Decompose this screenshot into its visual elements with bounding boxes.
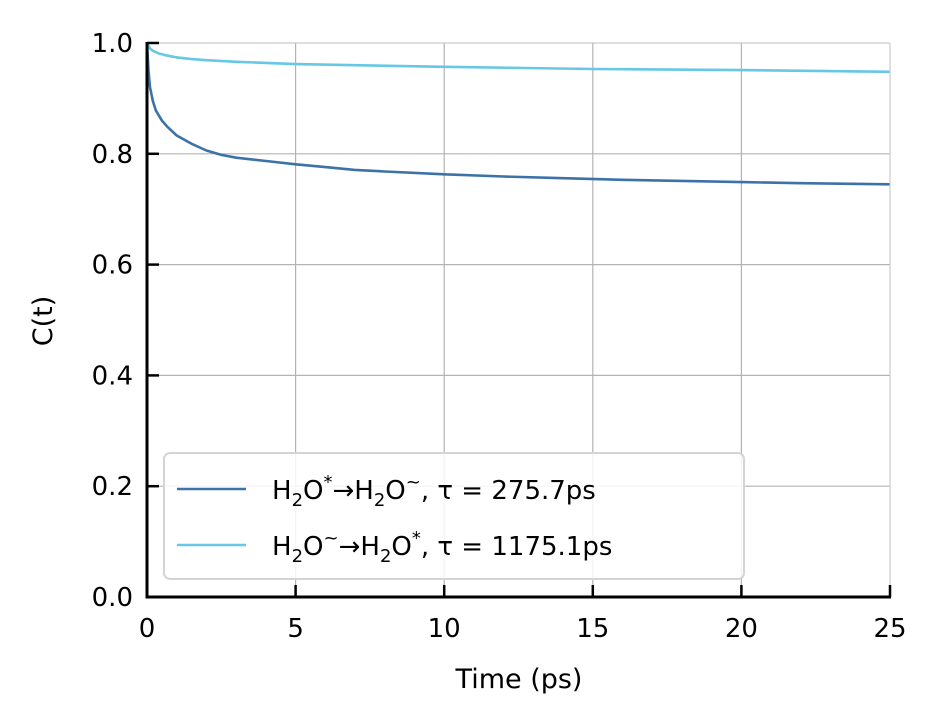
y-tick-label-2: 0.4 (92, 361, 133, 391)
legend-1-from-base: H (272, 476, 292, 506)
legend-2-from-sub: 2 (292, 546, 303, 567)
y-axis-label: C(t) (28, 296, 59, 347)
x-axis-label: Time (ps) (455, 664, 583, 695)
legend-1-arrow: → (332, 476, 354, 506)
legend-1-from-sub: 2 (292, 490, 303, 511)
ticks: 0 5 10 15 20 25 0.0 0.2 0.4 0.6 0.8 1.0 (92, 29, 907, 644)
legend-2-from-sup: ~ (323, 528, 338, 549)
legend-2-from-base: H (272, 532, 292, 562)
legend-2-to-tail: O (391, 532, 411, 562)
x-tick-label-2: 10 (428, 614, 461, 644)
legend-2-to-sub: 2 (380, 546, 391, 567)
legend-box (163, 452, 745, 580)
y-tick-label-0: 0.0 (92, 583, 133, 613)
legend-1-from-sup: * (323, 472, 332, 493)
x-tick-label-0: 0 (139, 614, 156, 644)
legend-1-to-sub: 2 (374, 490, 385, 511)
legend-2-to-base: H (360, 532, 380, 562)
legend: H2O*→H2O~, τ = 275.7ps H2O~→H2O*, τ = 11… (163, 452, 745, 580)
x-tick-label-5: 25 (873, 614, 906, 644)
legend-2-arrow: → (339, 532, 361, 562)
series-lines (145, 42, 891, 186)
legend-1-to-tail: O (385, 476, 405, 506)
axes (145, 42, 891, 599)
legend-1-from-tail: O (303, 476, 323, 506)
y-tick-label-5: 1.0 (92, 29, 133, 59)
legend-1-to-sup: ~ (406, 472, 421, 493)
x-tick-label-4: 20 (725, 614, 758, 644)
legend-1-tau: , τ = 275.7ps (421, 476, 596, 506)
legend-2-from-tail: O (303, 532, 323, 562)
legend-label-series-2: H2O~→H2O*, τ = 1175.1ps (272, 528, 612, 567)
legend-1-to-base: H (354, 476, 374, 506)
y-tick-label-3: 0.6 (92, 251, 133, 281)
x-tick-label-1: 5 (287, 614, 304, 644)
legend-2-tau: , τ = 1175.1ps (421, 532, 613, 562)
legend-2-to-sup: * (412, 528, 421, 549)
y-tick-label-1: 0.2 (92, 472, 133, 502)
legend-label-series-1: H2O*→H2O~, τ = 275.7ps (272, 472, 596, 511)
series-line-1 (145, 42, 891, 186)
y-tick-label-4: 0.8 (92, 140, 133, 170)
series-line-2 (145, 42, 891, 74)
x-tick-label-3: 15 (576, 614, 609, 644)
